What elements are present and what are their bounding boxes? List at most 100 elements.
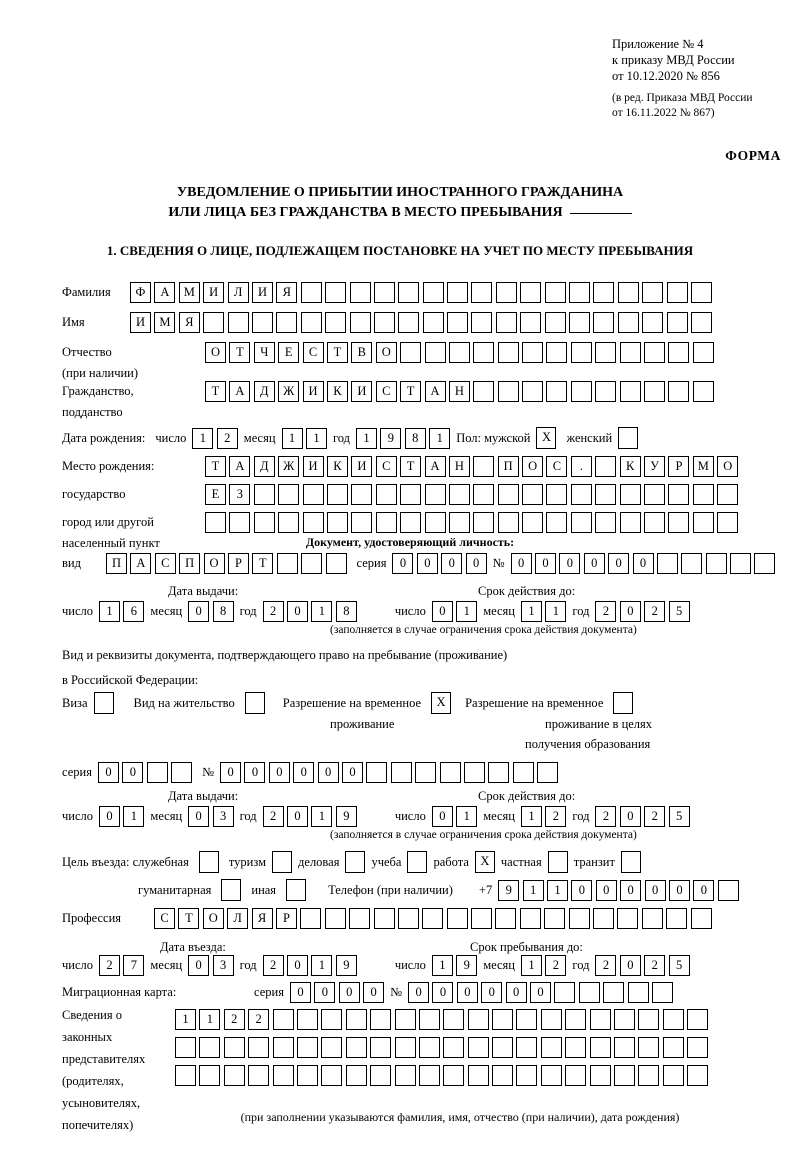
char-cell[interactable]: Ч — [253, 342, 275, 363]
checkbox-business[interactable] — [345, 851, 366, 873]
char-cell[interactable]: Я — [178, 312, 200, 333]
char-cell[interactable] — [321, 1037, 343, 1058]
char-cell[interactable] — [570, 512, 592, 533]
char-cell[interactable]: 0 — [289, 982, 311, 1003]
char-cell[interactable]: 8 — [335, 601, 357, 622]
checkbox-residence-permit[interactable] — [244, 692, 265, 714]
char-cell[interactable] — [349, 282, 371, 303]
char-cell[interactable] — [666, 908, 688, 929]
char-cell[interactable] — [619, 342, 641, 363]
char-cell[interactable] — [593, 312, 615, 333]
char-cell[interactable]: 0 — [293, 762, 315, 783]
char-cell[interactable] — [349, 908, 371, 929]
char-cell[interactable] — [272, 1009, 294, 1030]
char-cell[interactable] — [272, 1037, 294, 1058]
char-cell[interactable] — [349, 312, 371, 333]
char-cell[interactable]: 9 — [335, 806, 357, 827]
char-cell[interactable]: А — [154, 282, 176, 303]
char-cell[interactable] — [516, 1037, 538, 1058]
char-cell[interactable] — [495, 908, 517, 929]
char-cell[interactable] — [690, 282, 712, 303]
char-cell[interactable]: О — [205, 342, 226, 363]
checkbox-humanitarian[interactable] — [221, 879, 242, 901]
char-cell[interactable]: 0 — [505, 982, 527, 1003]
char-cell[interactable] — [398, 282, 420, 303]
char-cell[interactable] — [717, 512, 739, 533]
char-cell[interactable] — [690, 908, 712, 929]
char-cell[interactable]: К — [326, 456, 348, 477]
char-cell[interactable] — [619, 484, 641, 505]
char-cell[interactable]: 8 — [212, 601, 234, 622]
char-cell[interactable] — [546, 484, 568, 505]
char-cell[interactable]: 0 — [432, 982, 454, 1003]
char-cell[interactable]: Т — [205, 381, 226, 402]
char-cell[interactable]: Р — [668, 456, 690, 477]
char-cell[interactable] — [642, 282, 664, 303]
checkbox-tourism[interactable] — [272, 851, 293, 873]
char-cell[interactable]: 0 — [619, 806, 641, 827]
char-cell[interactable]: 1 — [520, 806, 542, 827]
char-cell[interactable] — [375, 484, 397, 505]
char-cell[interactable] — [375, 512, 397, 533]
char-cell[interactable] — [540, 1009, 562, 1030]
char-cell[interactable] — [492, 1037, 514, 1058]
char-cell[interactable] — [248, 1065, 270, 1086]
char-cell[interactable]: 0 — [441, 553, 463, 574]
char-cell[interactable]: 1 — [305, 427, 327, 449]
char-cell[interactable]: 0 — [363, 982, 385, 1003]
char-cell[interactable]: О — [717, 456, 739, 477]
char-cell[interactable] — [717, 879, 739, 901]
char-cell[interactable] — [253, 484, 275, 505]
char-cell[interactable] — [146, 762, 168, 783]
char-cell[interactable]: 0 — [97, 762, 119, 783]
char-cell[interactable] — [705, 553, 727, 574]
char-cell[interactable]: 0 — [188, 806, 210, 827]
char-cell[interactable] — [617, 282, 639, 303]
char-cell[interactable]: 1 — [199, 1009, 221, 1030]
char-cell[interactable]: 0 — [188, 955, 210, 976]
char-cell[interactable] — [199, 1037, 221, 1058]
char-cell[interactable]: В — [351, 342, 373, 363]
char-cell[interactable]: У — [644, 456, 666, 477]
char-cell[interactable]: И — [302, 456, 324, 477]
char-cell[interactable]: А — [229, 381, 251, 402]
char-cell[interactable] — [488, 762, 510, 783]
char-cell[interactable] — [473, 342, 495, 363]
char-cell[interactable] — [471, 312, 493, 333]
char-cell[interactable] — [325, 282, 347, 303]
char-cell[interactable]: 2 — [262, 601, 284, 622]
char-cell[interactable]: И — [130, 312, 151, 333]
char-cell[interactable] — [473, 456, 495, 477]
char-cell[interactable] — [373, 312, 395, 333]
char-cell[interactable]: Т — [205, 456, 226, 477]
char-cell[interactable] — [400, 512, 422, 533]
char-cell[interactable] — [516, 1009, 538, 1030]
checkbox-visa[interactable] — [93, 692, 114, 714]
char-cell[interactable]: 1 — [311, 806, 333, 827]
char-cell[interactable] — [668, 381, 690, 402]
char-cell[interactable] — [471, 908, 493, 929]
char-cell[interactable]: К — [326, 381, 348, 402]
char-cell[interactable] — [422, 282, 444, 303]
char-cell[interactable] — [370, 1037, 392, 1058]
char-cell[interactable] — [326, 484, 348, 505]
char-cell[interactable] — [754, 553, 776, 574]
char-cell[interactable] — [463, 762, 485, 783]
char-cell[interactable] — [473, 512, 495, 533]
char-cell[interactable] — [424, 342, 446, 363]
char-cell[interactable] — [565, 1009, 587, 1030]
char-cell[interactable] — [205, 512, 226, 533]
char-cell[interactable]: Е — [205, 484, 226, 505]
char-cell[interactable]: О — [203, 553, 225, 574]
